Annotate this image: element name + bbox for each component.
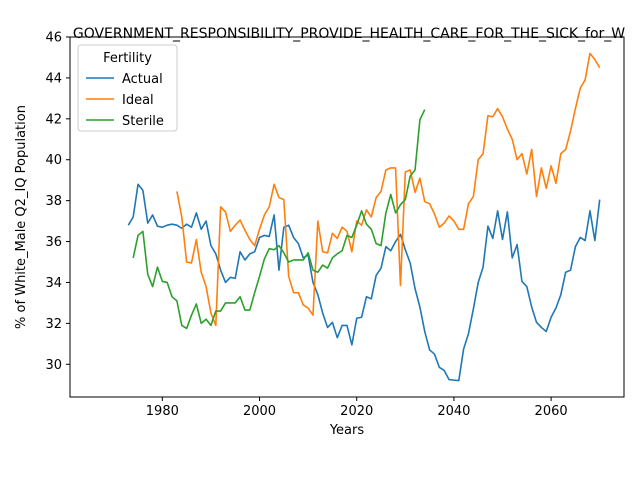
y-axis-label: % of White_Male Q2_IQ Population [14, 105, 29, 329]
series-line-sterile [132, 109, 426, 330]
legend-entries: Actual Ideal Sterile [86, 72, 164, 129]
legend-box [77, 44, 178, 132]
y-tick-label: 32 [45, 317, 62, 332]
x-tick-label: 2040 [437, 404, 470, 419]
y-tick-label: 30 [45, 358, 62, 373]
y-tick-label: 42 [45, 112, 62, 127]
y-tick-label: 44 [45, 71, 62, 86]
y-tick-label: 40 [45, 153, 62, 168]
series-line-ideal [176, 52, 601, 327]
legend: Fertility Actual Ideal Sterile [77, 44, 178, 132]
chart-title: GOVERNMENT_RESPONSIBILITY_PROVIDE_HEALTH… [73, 26, 625, 42]
y-tick-label: 46 [45, 31, 62, 46]
plot-frame [69, 36, 625, 398]
x-tick-label: 2060 [535, 404, 568, 419]
legend-label-sterile: Sterile [122, 114, 164, 129]
series-line-actual [127, 183, 601, 382]
legend-label-ideal: Ideal [122, 93, 154, 108]
legend-label-actual: Actual [122, 72, 163, 87]
y-axis: 30 32 34 36 38 40 42 44 46 [45, 31, 70, 373]
x-tick-label: 1980 [146, 404, 179, 419]
y-tick-label: 36 [45, 235, 62, 250]
plot-lines [127, 52, 601, 382]
x-tick-label: 2000 [243, 404, 276, 419]
y-tick-label: 38 [45, 194, 62, 209]
y-tick-label: 34 [45, 276, 62, 291]
legend-title: Fertility [103, 51, 152, 66]
x-axis: 1980 2000 2020 2040 2060 [146, 397, 568, 419]
x-tick-label: 2020 [340, 404, 373, 419]
x-axis-label: Years [329, 423, 365, 438]
